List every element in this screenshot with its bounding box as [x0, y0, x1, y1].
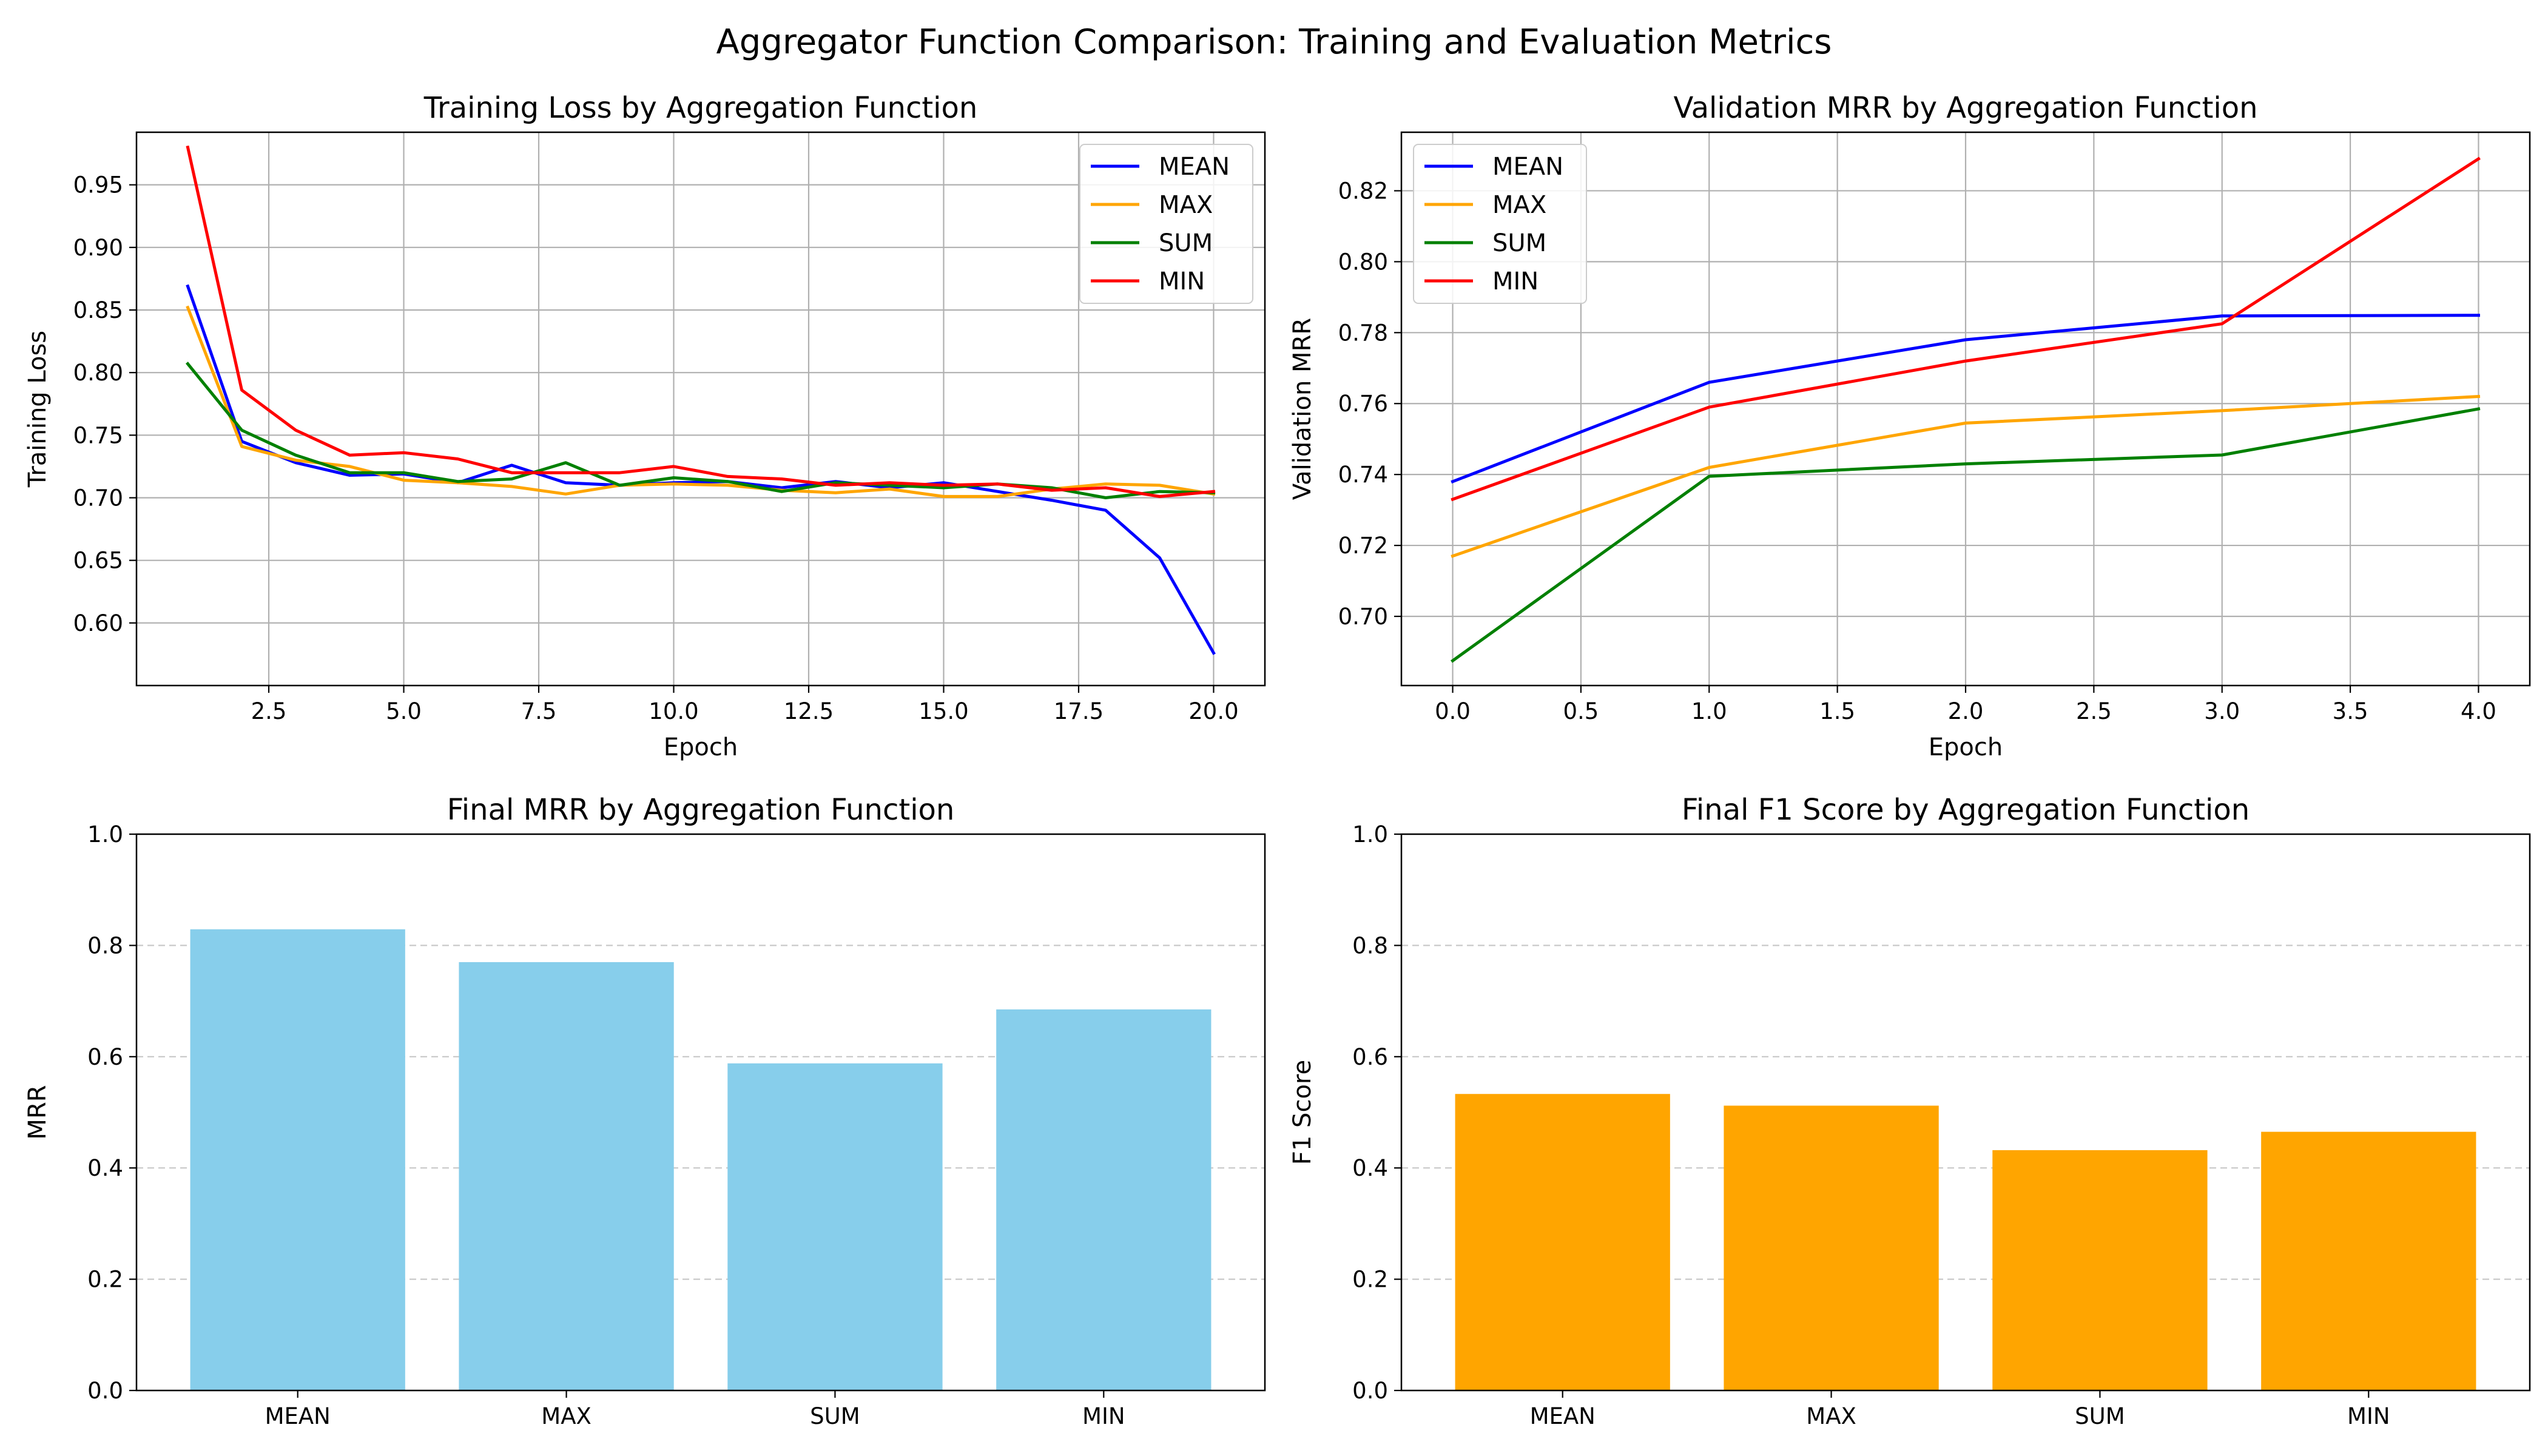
- series-line-max: [1451, 394, 2481, 558]
- x-tick-label: 12.5: [784, 698, 834, 724]
- legend-label-sum: SUM: [1159, 229, 1213, 257]
- legend-label-mean: MEAN: [1492, 153, 1563, 181]
- series-line-mean: [186, 284, 1216, 655]
- x-tick-label: 3.5: [2333, 698, 2368, 724]
- x-tick-label: 0.0: [1435, 698, 1471, 724]
- x-axis-label: Epoch: [664, 733, 738, 761]
- series-line-sum: [185, 362, 1216, 499]
- y-axis-label: Validation MRR: [1289, 318, 1316, 500]
- y-tick-label: 0.74: [1338, 462, 1388, 488]
- series-line-mean: [1451, 314, 2481, 484]
- y-tick-label: 1.0: [1352, 821, 1388, 848]
- y-tick-label: 0.4: [1352, 1155, 1388, 1181]
- x-tick-label: MIN: [2347, 1403, 2390, 1429]
- y-tick-label: 0.2: [1352, 1267, 1388, 1293]
- y-tick-label: 0.4: [87, 1155, 123, 1181]
- y-tick-label: 0.95: [73, 172, 123, 198]
- subplot-title: Validation MRR by Aggregation Function: [1673, 91, 2257, 125]
- subplot-title: Training Loss by Aggregation Function: [423, 91, 978, 125]
- y-axis-label: Training Loss: [24, 331, 52, 488]
- legend-label-mean: MEAN: [1159, 153, 1230, 181]
- y-tick-label: 0.70: [73, 485, 123, 511]
- y-tick-label: 0.78: [1338, 320, 1388, 346]
- y-tick-label: 0.2: [87, 1267, 123, 1293]
- x-tick-label: SUM: [810, 1403, 860, 1429]
- legend-label-min: MIN: [1159, 268, 1205, 295]
- x-tick-label: MEAN: [265, 1403, 331, 1429]
- y-tick-label: 0.80: [1338, 249, 1388, 275]
- x-tick-label: 15.0: [918, 698, 968, 724]
- x-tick-label: MAX: [541, 1403, 592, 1429]
- y-tick-label: 0.70: [1338, 604, 1388, 630]
- x-tick-label: 10.0: [649, 698, 698, 724]
- y-tick-label: 0.8: [87, 932, 123, 959]
- x-tick-label: 1.0: [1691, 698, 1727, 724]
- y-axis-label: F1 Score: [1289, 1060, 1316, 1165]
- x-tick-label: 2.5: [2076, 698, 2112, 724]
- bar-min: [2261, 1131, 2476, 1390]
- x-tick-label: 2.5: [251, 698, 287, 724]
- legend-box: [1413, 144, 1587, 304]
- x-tick-label: 5.0: [386, 698, 422, 724]
- x-tick-label: 4.0: [2461, 698, 2496, 724]
- legend: MEAN MAX SUM MIN: [1413, 144, 1587, 304]
- y-tick-label: 0.60: [73, 610, 123, 636]
- y-tick-label: 0.80: [73, 360, 123, 386]
- y-axis-label: MRR: [24, 1085, 52, 1139]
- x-tick-label: MIN: [1082, 1403, 1125, 1429]
- x-tick-label: 3.0: [2204, 698, 2240, 724]
- x-tick-label: 7.5: [521, 698, 557, 724]
- y-tick-label: 0.6: [87, 1044, 123, 1070]
- subplot-1: 2.5 5.0 7.5 10.0 12.5 15.0 17.5 20.0 0.60 0.65 0.7…: [24, 91, 1266, 761]
- x-tick-label: SUM: [2075, 1403, 2125, 1429]
- bar-min: [996, 1009, 1212, 1390]
- bar-mean: [190, 929, 405, 1390]
- series-line-sum: [1451, 407, 2481, 663]
- bar-max: [459, 962, 674, 1390]
- y-tick-label: 0.90: [73, 235, 123, 261]
- subplot-3: MEAN MAX SUM MIN 0.0 0.2 0.4 0.6 0.8 1.0 Final MRR…: [24, 793, 1266, 1429]
- x-tick-label: 2.0: [1948, 698, 1984, 724]
- x-tick-label: MAX: [1806, 1403, 1856, 1429]
- series-line-min: [1451, 157, 2481, 502]
- y-tick-label: 0.6: [1352, 1044, 1388, 1070]
- subplot-2: 0.0 0.5 1.0 1.5 2.0 2.5 3.0 3.5 4.0 0.70 0.72 0.74 0…: [1289, 91, 2531, 761]
- x-tick-label: MEAN: [1530, 1403, 1596, 1429]
- x-tick-label: 17.5: [1054, 698, 1104, 724]
- axes-frame: [1400, 833, 2531, 1392]
- subplot-title: Final MRR by Aggregation Function: [447, 793, 955, 827]
- y-tick-label: 0.82: [1338, 178, 1388, 204]
- y-tick-label: 0.85: [73, 297, 123, 323]
- subplot-4: MEAN MAX SUM MIN 0.0 0.2 0.4 0.6 0.8 1.0 Final F1 …: [1289, 793, 2531, 1429]
- y-tick-label: 0.65: [73, 548, 123, 574]
- y-tick-label: 0.72: [1338, 533, 1388, 559]
- x-axis-label: Epoch: [1929, 733, 2003, 761]
- axes-frame: [135, 131, 1266, 687]
- x-tick-label: 1.5: [1819, 698, 1855, 724]
- y-tick-label: 0.0: [1352, 1378, 1388, 1404]
- y-tick-label: 0.0: [87, 1378, 123, 1404]
- bar-max: [1724, 1105, 1939, 1390]
- legend-label-max: MAX: [1159, 191, 1213, 219]
- y-tick-label: 0.76: [1338, 391, 1388, 417]
- y-tick-label: 0.75: [73, 422, 123, 448]
- y-tick-label: 1.0: [87, 821, 123, 848]
- x-tick-label: 0.5: [1563, 698, 1599, 724]
- x-tick-label: 20.0: [1188, 698, 1238, 724]
- bar-sum: [1992, 1150, 2208, 1390]
- legend-box: [1079, 144, 1253, 304]
- series-line-min: [186, 145, 1216, 498]
- legend-label-max: MAX: [1492, 191, 1546, 219]
- legend-label-sum: SUM: [1492, 229, 1546, 257]
- legend-label-min: MIN: [1492, 268, 1539, 295]
- y-tick-label: 0.8: [1352, 932, 1388, 959]
- bar-mean: [1455, 1094, 1670, 1390]
- figure-suptitle: Aggregator Function Comparison: Training…: [716, 22, 1832, 62]
- axes-frame: [135, 833, 1266, 1392]
- subplot-title: Final F1 Score by Aggregation Function: [1682, 793, 2250, 827]
- bar-sum: [727, 1063, 943, 1390]
- legend: MEAN MAX SUM MIN: [1079, 144, 1253, 304]
